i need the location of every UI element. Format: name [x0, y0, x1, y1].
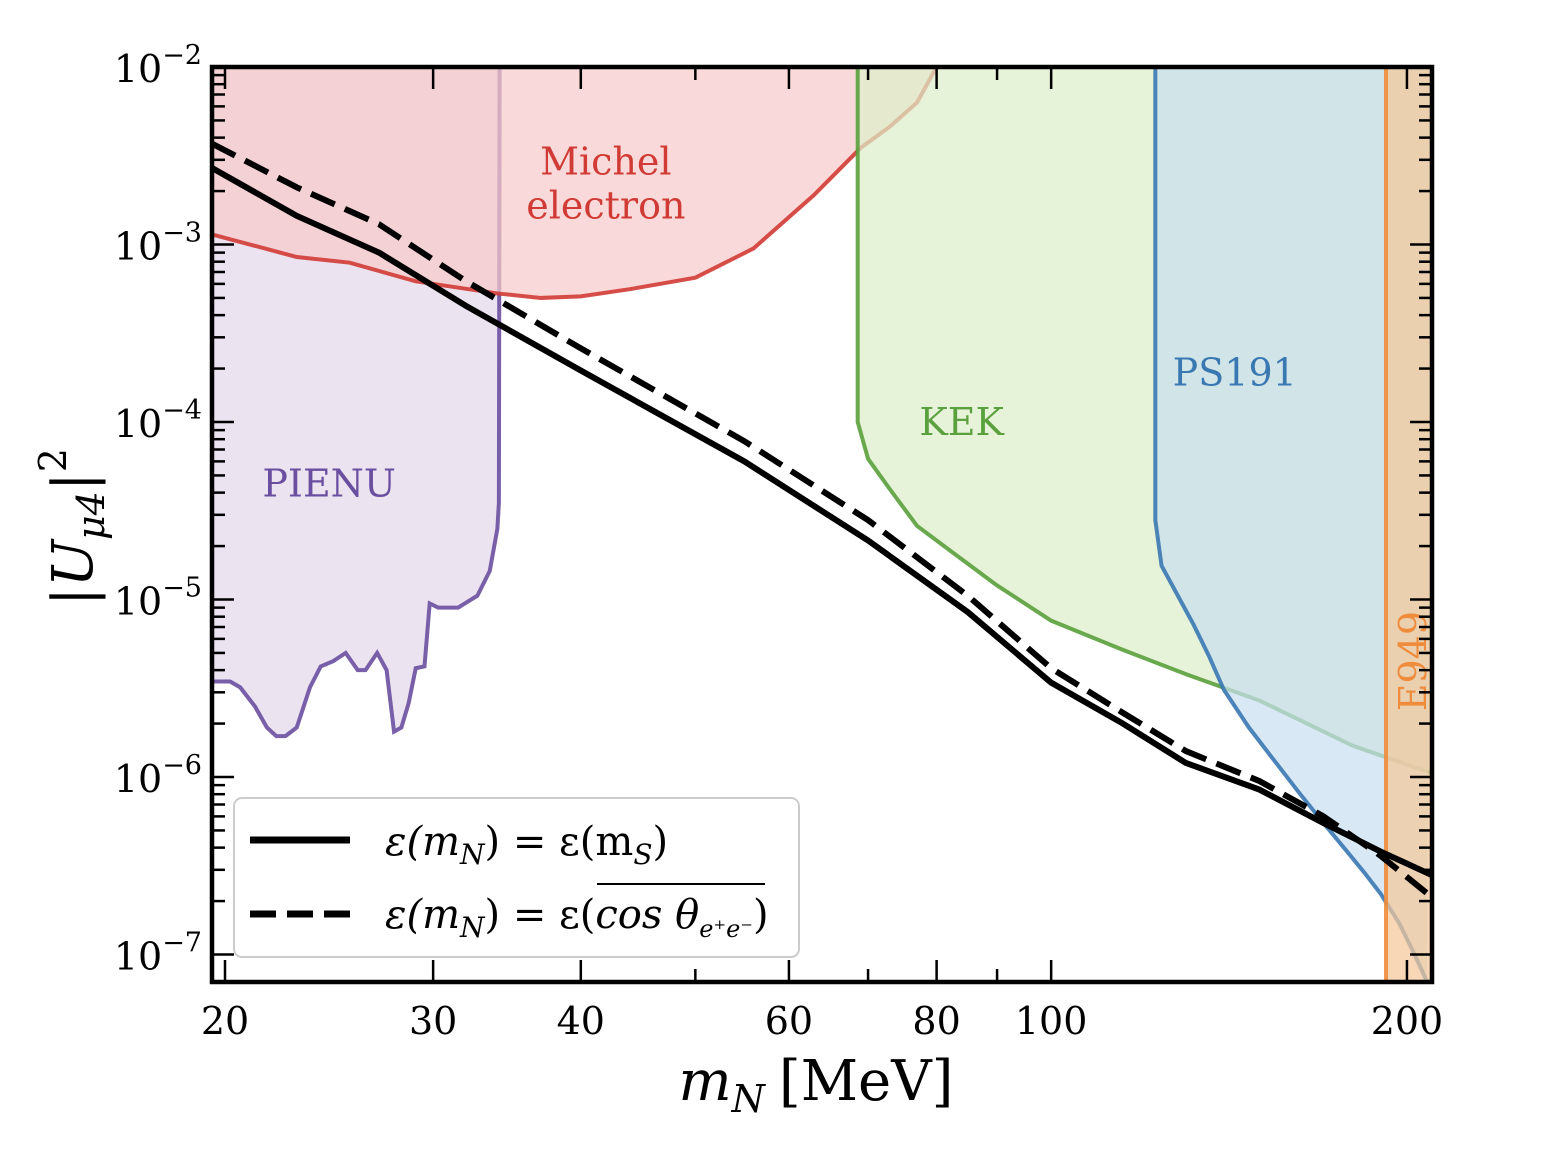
x-axis-label: mN [MeV] [679, 1049, 954, 1121]
region-label-kek: KEK [919, 400, 1004, 444]
plot-frame [209, 64, 1435, 985]
y-tick-label-4: 10−6 [114, 750, 202, 801]
region-label-ps191: PS191 [1173, 351, 1297, 395]
legend-label-solid: ε(mN) = ε(mS) [385, 819, 668, 871]
y-tick-label-3: 10−5 [114, 573, 202, 624]
region-label-michel-electron-line1: Michel [540, 140, 671, 184]
region-fill-michel-electron [212, 67, 937, 298]
y-tick-label-2: 10−4 [114, 395, 202, 446]
legend-box [233, 797, 800, 958]
x-tick-label-30: 30 [409, 999, 457, 1043]
y-tick-label-5: 10−7 [114, 928, 202, 979]
x-tick-label-80: 80 [912, 999, 960, 1043]
exclusion-regions [212, 67, 1432, 982]
x-tick-labels: 20 30 40 60 80 100 200 [201, 999, 1443, 1043]
y-tick-label-0: 10−2 [114, 40, 202, 91]
region-fill-e949 [1386, 67, 1432, 982]
y-tick-labels: 10−2 10−3 10−4 10−5 10−6 10−7 [114, 40, 202, 979]
legend-label-dashed: ε(mN) = ε(cos θe⁺e⁻) [385, 892, 769, 944]
x-tick-label-60: 60 [765, 999, 813, 1043]
region-boundary-pienu [212, 67, 502, 739]
x-tick-label-100: 100 [1015, 999, 1088, 1043]
region-fill-ps191 [1155, 67, 1432, 982]
legend: ε(mN) = ε(mS) ε(mN) = ε(cos θe⁺e⁻) [233, 797, 800, 958]
y-axis-label: |Uμ4|2 [31, 448, 113, 606]
series-lines [212, 140, 1432, 900]
series-line-solid [212, 165, 1432, 878]
region-label-pienu: PIENU [262, 462, 396, 506]
x-tick-label-20: 20 [201, 999, 249, 1043]
x-tick-label-200: 200 [1371, 999, 1444, 1043]
y-tick-label-1: 10−3 [114, 218, 202, 269]
series-line-dashed [212, 140, 1432, 900]
x-tick-label-40: 40 [557, 999, 605, 1043]
region-label-michel-electron-line2: electron [526, 184, 685, 228]
